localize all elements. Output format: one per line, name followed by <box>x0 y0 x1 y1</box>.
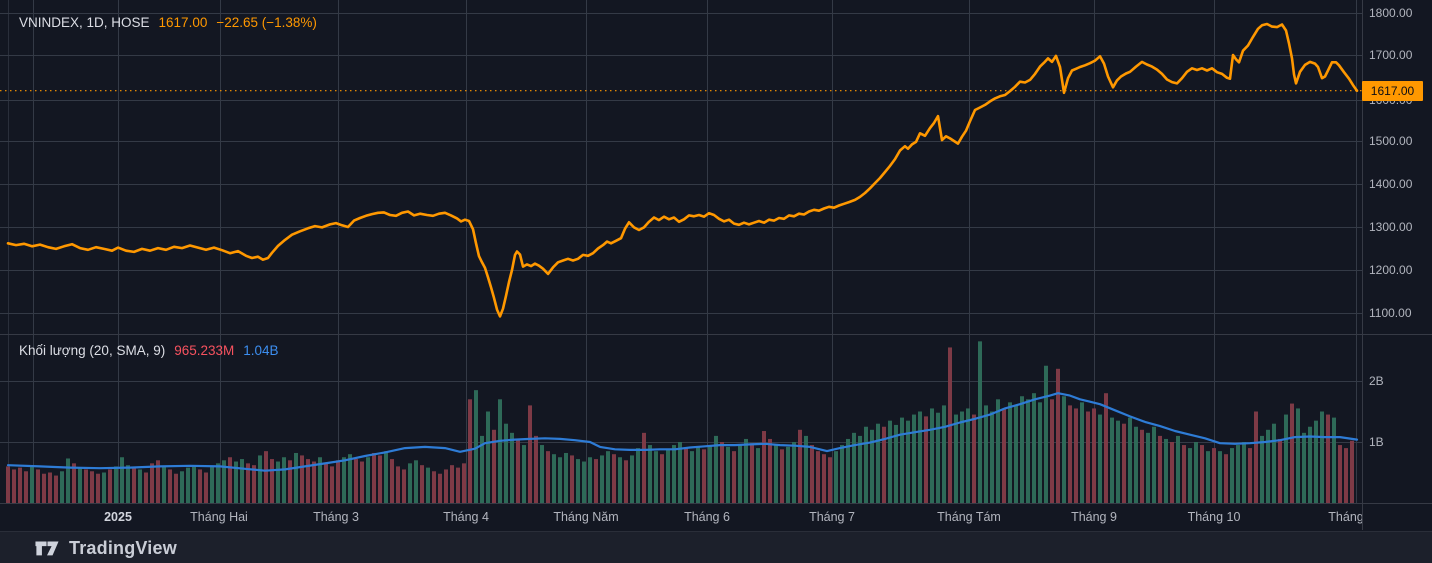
time-scale-label: Tháng Hai <box>190 510 248 524</box>
time-scale-label: Tháng 6 <box>684 510 730 524</box>
time-scale-label: Tháng Năm <box>553 510 619 524</box>
symbol-legend[interactable]: VNINDEX, 1D, HOSE 1617.00 −22.65 (−1.38%… <box>19 15 317 30</box>
time-scale-label: Tháng 4 <box>443 510 489 524</box>
time-axis-border <box>0 503 1432 504</box>
time-scale-label: Tháng 9 <box>1071 510 1117 524</box>
price-scale-label: 1800.00 <box>1369 6 1413 20</box>
volume-legend[interactable]: Khối lượng (20, SMA, 9) 965.233M 1.04B <box>19 343 279 358</box>
price-scale-label: 1700.00 <box>1369 48 1413 62</box>
price-scale-label: 2B <box>1369 374 1384 388</box>
price-scale-label: 1300.00 <box>1369 220 1413 234</box>
time-scale[interactable]: 2025 Tháng Hai Tháng 3 Tháng 4 Tháng Năm Thán… <box>0 504 1362 530</box>
tradingview-logo[interactable]: TradingView <box>34 536 177 560</box>
time-scale-label: Tháng 7 <box>809 510 855 524</box>
time-scale-label: Tháng 10 <box>1187 510 1241 524</box>
price-axis-border <box>1362 0 1363 530</box>
tradingview-logo-icon <box>35 541 59 556</box>
volume-legend-title[interactable]: Khối lượng (20, SMA, 9) <box>19 343 166 358</box>
last-price-label: 1617.00 <box>1362 81 1423 101</box>
price-scale-label: 1100.00 <box>1369 306 1412 320</box>
time-scale-label: Tháng Tám <box>937 510 1001 524</box>
price-scale-label: 1400.00 <box>1369 177 1413 191</box>
time-scale-label: Tháng <box>1328 510 1362 524</box>
price-scale-label: 1B <box>1369 435 1384 449</box>
time-scale-label: 2025 <box>104 510 132 524</box>
chart-canvas[interactable] <box>0 0 1362 530</box>
pane-separator[interactable] <box>0 334 1432 335</box>
volume-sma-value: 1.04B <box>243 343 279 358</box>
symbol-change: −22.65 (−1.38%) <box>216 15 317 30</box>
footer-bar: TradingView <box>0 531 1432 563</box>
volume-ma-value: 965.233M <box>174 343 235 358</box>
symbol-title[interactable]: VNINDEX, 1D, HOSE <box>19 15 150 30</box>
symbol-last-price: 1617.00 <box>158 15 208 30</box>
brand-name: TradingView <box>69 537 177 558</box>
time-scale-label: Tháng 3 <box>313 510 359 524</box>
price-scale[interactable]: 1617.00 1800.001700.001600.001500.001400… <box>1362 0 1432 530</box>
price-scale-label: 1200.00 <box>1369 263 1413 277</box>
price-scale-label: 1500.00 <box>1369 134 1413 148</box>
